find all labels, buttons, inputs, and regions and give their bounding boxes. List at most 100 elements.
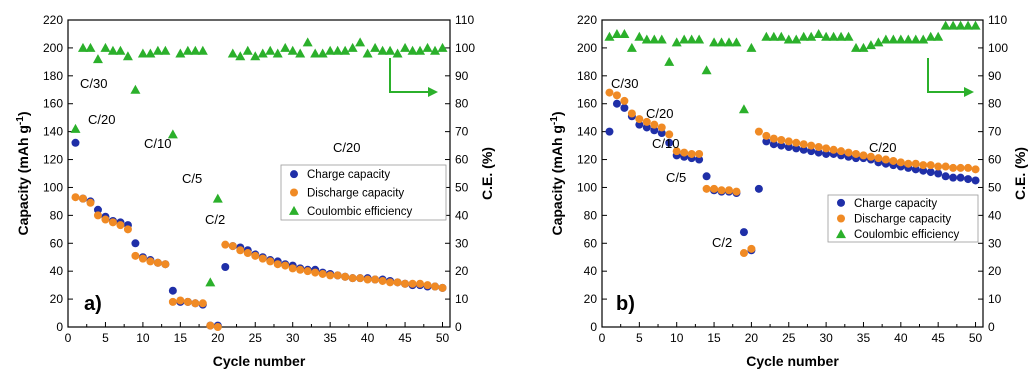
ce-point xyxy=(918,34,929,44)
ce-point xyxy=(437,42,448,52)
ce-point xyxy=(776,31,787,41)
ce-point xyxy=(325,45,336,55)
charge-point xyxy=(702,172,711,181)
ce-point xyxy=(679,34,690,44)
discharge-point xyxy=(680,148,689,157)
discharge-point xyxy=(784,137,793,146)
y-left-tick-label: 180 xyxy=(577,69,597,83)
charge-point xyxy=(971,176,980,185)
discharge-point xyxy=(431,282,440,291)
discharge-point xyxy=(687,149,696,158)
ce-point xyxy=(197,45,208,55)
discharge-point xyxy=(176,296,185,305)
discharge-point xyxy=(266,257,275,266)
charge-point xyxy=(822,149,831,158)
discharge-point xyxy=(904,159,913,168)
ce-point xyxy=(92,54,103,64)
x-tick-label: 35 xyxy=(323,331,337,345)
x-tick-label: 20 xyxy=(211,331,225,345)
y-left-title-main: Capacity (mAh g xyxy=(549,125,565,235)
ce-point xyxy=(212,193,223,203)
discharge-point xyxy=(896,158,905,167)
ce-point xyxy=(347,42,358,52)
discharge-point xyxy=(612,91,621,100)
y-right-tick-label: 110 xyxy=(988,13,1007,27)
discharge-point xyxy=(221,240,230,249)
discharge-point xyxy=(672,147,681,156)
ce-point xyxy=(190,45,201,55)
y-left-title-sup: -1 xyxy=(15,116,26,125)
legend-circle-icon xyxy=(837,198,845,207)
ce-point xyxy=(731,37,742,47)
ce-point xyxy=(280,42,291,52)
discharge-point xyxy=(710,184,719,193)
discharge-point xyxy=(665,130,674,139)
discharge-point xyxy=(191,299,200,308)
discharge-point xyxy=(725,186,733,195)
ce-point xyxy=(933,31,944,41)
discharge-point xyxy=(108,218,117,227)
ce-point xyxy=(649,34,660,44)
discharge-point xyxy=(807,141,816,150)
ce-point xyxy=(407,45,418,55)
discharge-point xyxy=(642,117,651,126)
discharge-point xyxy=(747,244,756,253)
charge-point xyxy=(926,168,935,177)
legend-box xyxy=(280,164,447,221)
discharge-point xyxy=(919,161,928,170)
y-left-tick-label: 160 xyxy=(43,97,63,111)
charge-point xyxy=(739,228,748,237)
ce-axis-arrow-head xyxy=(964,87,974,97)
series-discharge-capacity xyxy=(71,193,447,331)
discharge-point xyxy=(273,260,282,269)
y-right-tick-label: 40 xyxy=(988,208,1002,222)
ce-point xyxy=(257,48,268,58)
ce-point xyxy=(77,42,88,52)
y-left-axis-title: Capacity (mAh g-1) xyxy=(15,111,32,235)
ce-point xyxy=(664,56,675,66)
rate-annotation: C/20 xyxy=(869,140,896,155)
discharge-point xyxy=(206,321,215,330)
charge-point xyxy=(956,173,965,182)
discharge-point xyxy=(243,249,252,258)
ce-point xyxy=(903,34,914,44)
ce-point xyxy=(955,20,966,30)
ce-point xyxy=(821,31,832,41)
ce-point xyxy=(385,45,396,55)
discharge-point xyxy=(926,161,935,170)
ce-point xyxy=(182,45,193,55)
discharge-point xyxy=(386,278,395,287)
charge-point xyxy=(635,120,644,129)
x-tick-label: 0 xyxy=(65,331,72,345)
ce-point xyxy=(107,45,118,55)
discharge-point xyxy=(311,268,320,277)
ce-point xyxy=(145,48,156,58)
y-left-tick-label: 60 xyxy=(50,236,64,250)
x-tick-label: 25 xyxy=(249,331,263,345)
discharge-point xyxy=(956,163,965,172)
ce-point xyxy=(858,42,869,52)
charge-point xyxy=(131,239,140,248)
legend-label: Discharge capacity xyxy=(854,214,951,226)
y-left-tick-label: 20 xyxy=(584,292,598,306)
discharge-point xyxy=(71,193,80,202)
discharge-point xyxy=(949,163,958,172)
y-left-tick-label: 20 xyxy=(50,292,64,306)
rate-annotation: C/10 xyxy=(144,136,171,151)
rate-annotation: C/5 xyxy=(182,171,202,186)
x-tick-label: 30 xyxy=(286,331,300,345)
ce-point xyxy=(798,31,809,41)
y-right-tick-label: 40 xyxy=(455,208,469,222)
y-right-tick-label: 20 xyxy=(988,264,1002,278)
discharge-point xyxy=(717,186,726,195)
ce-point xyxy=(242,45,253,55)
charge-point xyxy=(784,142,793,151)
ce-point xyxy=(694,34,705,44)
x-tick-label: 5 xyxy=(102,331,109,345)
discharge-point xyxy=(116,221,125,230)
y-right-tick-label: 70 xyxy=(988,125,1002,139)
x-tick-label: 25 xyxy=(782,331,796,345)
charge-point xyxy=(769,140,778,149)
charge-point xyxy=(612,99,621,108)
discharge-point xyxy=(213,323,222,331)
